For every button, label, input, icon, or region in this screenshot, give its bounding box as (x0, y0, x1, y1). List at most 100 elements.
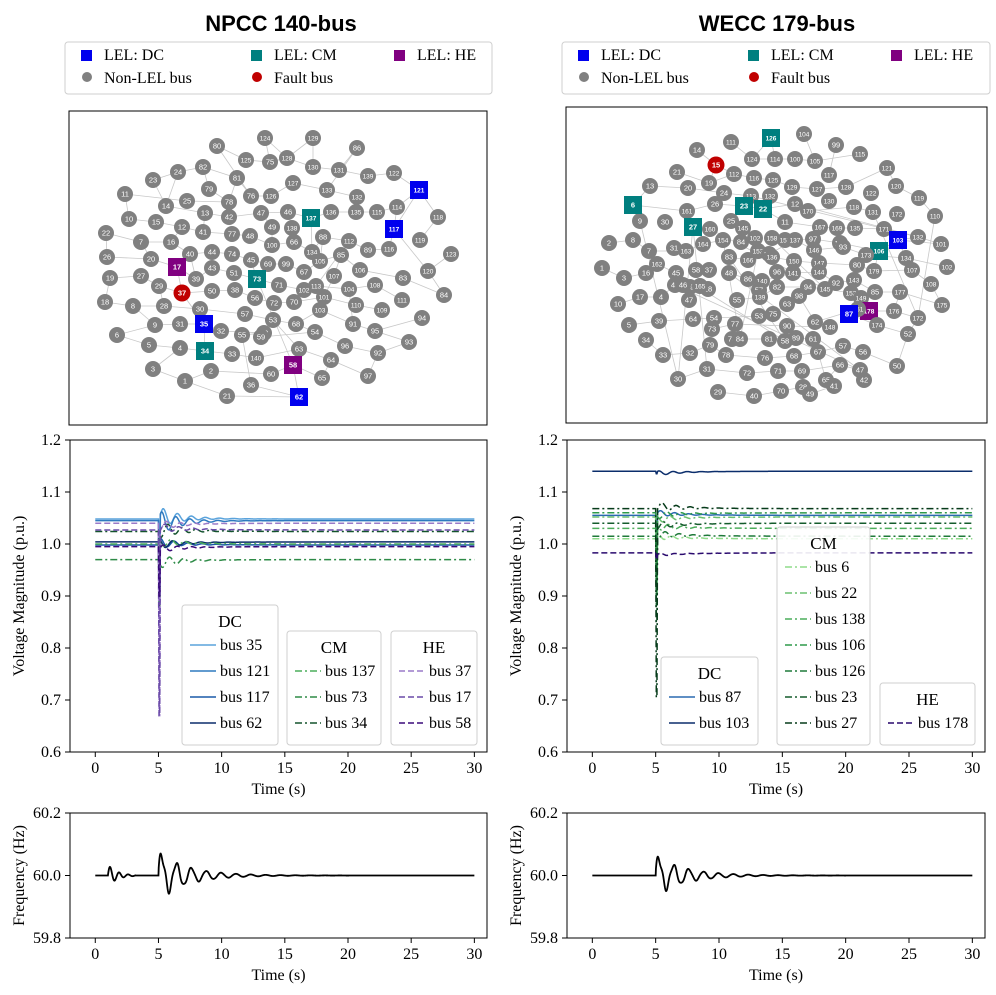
y-tick-label: 0.6 (538, 744, 558, 761)
svg-text:33: 33 (228, 350, 236, 359)
bus-node-137: 137 (302, 209, 320, 227)
svg-text:35: 35 (200, 320, 208, 329)
svg-text:81: 81 (765, 335, 773, 344)
svg-text:78: 78 (722, 351, 730, 360)
legend-nonlel-swatch (579, 72, 589, 82)
bus-node-48: 48 (721, 265, 737, 281)
svg-text:91: 91 (349, 320, 357, 329)
bus-node-108: 108 (923, 276, 939, 292)
svg-text:132: 132 (765, 194, 776, 201)
bus-node-110: 110 (927, 208, 943, 224)
bus-node-76: 76 (243, 188, 259, 204)
svg-text:6: 6 (631, 201, 635, 210)
y-axis-label: Voltage Magnitude (p.u.) (508, 516, 525, 677)
svg-text:135: 135 (351, 210, 362, 217)
bus-node-3: 3 (616, 270, 632, 286)
bus-node-50: 50 (889, 358, 905, 374)
svg-text:100: 100 (267, 243, 278, 250)
bus-node-56: 56 (247, 290, 263, 306)
svg-text:51: 51 (230, 269, 238, 278)
svg-text:84: 84 (440, 291, 448, 300)
svg-text:109: 109 (377, 308, 388, 315)
legend-entry: bus 138 (815, 611, 865, 628)
svg-text:137: 137 (790, 238, 801, 245)
x-tick-label: 10 (711, 760, 727, 777)
svg-text:89: 89 (364, 246, 372, 255)
svg-text:81: 81 (233, 174, 241, 183)
svg-text:49: 49 (806, 390, 814, 399)
x-tick-label: 30 (466, 946, 482, 963)
svg-text:115: 115 (372, 210, 383, 217)
svg-text:2: 2 (607, 239, 611, 248)
svg-text:48: 48 (725, 269, 733, 278)
legend-fault-label: Fault bus (771, 70, 830, 87)
svg-text:70: 70 (777, 387, 785, 396)
bus-node-105: 105 (312, 253, 328, 269)
svg-text:146: 146 (809, 248, 820, 255)
bus-node-136: 136 (764, 249, 780, 265)
svg-text:169: 169 (832, 226, 843, 233)
svg-text:149: 149 (856, 296, 867, 303)
legend-entry: bus 121 (220, 663, 270, 680)
svg-text:114: 114 (392, 205, 403, 212)
bus-node-124: 124 (744, 151, 760, 167)
svg-text:100: 100 (790, 157, 801, 164)
svg-text:86: 86 (744, 275, 752, 284)
graph-edge (374, 317, 423, 332)
bus-node-89: 89 (360, 242, 376, 258)
svg-text:64: 64 (689, 315, 697, 324)
bus-node-31: 31 (172, 316, 188, 332)
bus-node-110: 110 (348, 297, 364, 313)
svg-text:60: 60 (267, 370, 275, 379)
bus-node-46: 46 (280, 204, 296, 220)
x-tick-label: 25 (901, 760, 917, 777)
bus-node-125: 125 (765, 172, 781, 188)
bus-node-66: 66 (832, 357, 848, 373)
svg-text:115: 115 (855, 152, 866, 159)
svg-text:178: 178 (864, 309, 875, 316)
svg-text:166: 166 (743, 258, 754, 265)
svg-text:54: 54 (710, 314, 718, 323)
bus-node-92: 92 (370, 345, 386, 361)
svg-text:125: 125 (768, 178, 779, 185)
bus-node-82: 82 (769, 279, 785, 295)
bus-node-102: 102 (296, 282, 312, 298)
svg-text:39: 39 (192, 275, 200, 284)
svg-text:134: 134 (307, 250, 318, 257)
bus-node-66: 66 (286, 234, 302, 250)
svg-text:132: 132 (913, 235, 924, 242)
bus-node-26: 26 (99, 249, 115, 265)
svg-text:92: 92 (374, 349, 382, 358)
frequency-line (592, 855, 973, 892)
bus-node-4: 4 (653, 289, 669, 305)
y-axis-label: Voltage Magnitude (p.u.) (11, 516, 28, 677)
legend-title: DC (698, 664, 722, 683)
bus-node-33: 33 (224, 346, 240, 362)
x-tick-label: 15 (774, 946, 790, 963)
bus-node-169: 169 (829, 220, 845, 236)
svg-text:167: 167 (815, 225, 826, 232)
bus-node-3: 3 (145, 361, 161, 377)
bus-node-111: 111 (723, 134, 739, 150)
svg-text:153: 153 (753, 249, 764, 256)
bus-node-145: 145 (735, 220, 751, 236)
bus-node-104: 104 (796, 126, 812, 142)
bus-node-70: 70 (286, 294, 302, 310)
y-tick-label: 0.9 (538, 588, 558, 605)
bus-node-170: 170 (800, 203, 816, 219)
bus-node-45: 45 (668, 265, 684, 281)
svg-text:14: 14 (693, 146, 701, 155)
bus-node-130: 130 (305, 159, 321, 175)
series-line-bus-103 (592, 470, 973, 476)
svg-text:49: 49 (268, 223, 276, 232)
svg-text:90: 90 (783, 322, 791, 331)
y-tick-label: 1.1 (538, 484, 558, 501)
y-tick-label: 0.7 (41, 692, 61, 709)
svg-text:72: 72 (270, 299, 278, 308)
svg-text:112: 112 (729, 172, 740, 179)
bus-node-96: 96 (769, 264, 785, 280)
bus-node-43: 43 (204, 260, 220, 276)
bus-node-1: 1 (177, 373, 193, 389)
svg-text:127: 127 (812, 187, 823, 194)
legend-entry: bus 6 (815, 559, 849, 576)
